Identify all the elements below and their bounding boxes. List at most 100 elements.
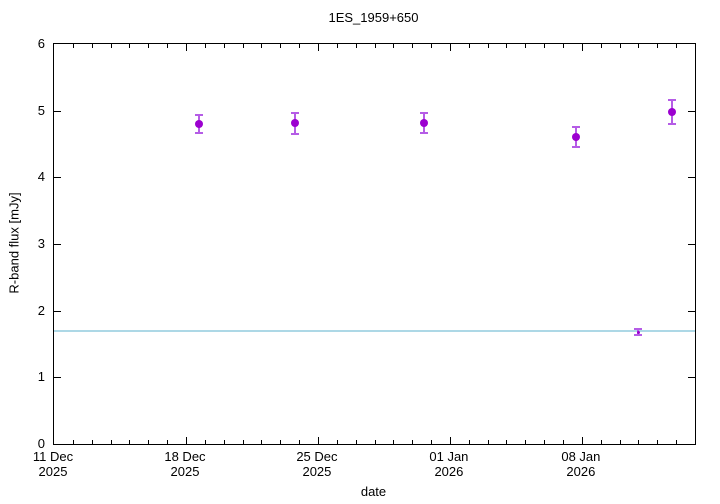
x-tick [506, 440, 508, 444]
x-tick [600, 440, 602, 444]
x-tick [129, 440, 131, 444]
x-tick [657, 44, 659, 48]
x-tick [204, 440, 206, 444]
x-tick [619, 440, 621, 444]
y-tick [54, 177, 61, 179]
error-bar-cap [419, 131, 428, 134]
x-tick [374, 44, 376, 48]
x-tick [544, 44, 546, 48]
x-tick [563, 440, 565, 444]
y-tick [54, 244, 61, 245]
x-tick [110, 44, 112, 48]
y-tick-label: 3 [37, 236, 45, 251]
x-tick [374, 440, 376, 444]
x-tick [544, 440, 546, 444]
y-tick [688, 244, 695, 245]
x-tick [317, 437, 319, 444]
x-tick-label-line1: 08 Jan [561, 449, 601, 464]
y-tick-label: 1 [37, 369, 45, 385]
x-tick-label: 18 Dec 2025 [143, 449, 227, 479]
x-tick [676, 44, 678, 48]
x-tick [581, 44, 583, 51]
x-tick [242, 440, 244, 444]
x-tick [431, 440, 433, 444]
error-bar-cap [195, 114, 204, 117]
x-tick [110, 440, 112, 444]
y-tick [54, 310, 61, 312]
data-point [419, 118, 428, 127]
reference-line [54, 329, 695, 332]
x-tick [638, 44, 640, 48]
x-tick [581, 437, 583, 444]
x-tick [72, 440, 74, 444]
x-tick [393, 44, 395, 48]
y-tick [688, 377, 695, 379]
error-bar-cap [291, 133, 300, 135]
error-bar-cap [668, 123, 677, 125]
x-tick [449, 437, 451, 444]
x-tick [91, 44, 93, 48]
y-tick [688, 310, 695, 312]
x-tick [355, 44, 357, 48]
x-tick [487, 44, 489, 48]
x-tick [280, 440, 282, 444]
x-tick [525, 440, 527, 444]
x-tick [91, 440, 93, 444]
x-tick [223, 44, 225, 48]
error-bar-cap [668, 99, 677, 101]
x-tick-label-line2: 2026 [434, 464, 464, 479]
x-tick [148, 440, 150, 444]
error-bar-cap [634, 327, 643, 330]
x-tick-label-line2: 2025 [170, 464, 200, 479]
x-tick [336, 44, 338, 48]
error-bar-cap [419, 111, 428, 114]
x-tick [506, 44, 508, 48]
data-point [195, 120, 204, 128]
x-tick-label: 25 Dec 2025 [275, 449, 359, 479]
y-tick [54, 377, 61, 379]
x-tick [299, 440, 301, 444]
y-tick [54, 110, 61, 112]
x-tick [72, 44, 74, 48]
x-tick [242, 44, 244, 48]
y-tick [688, 177, 695, 179]
x-tick [280, 44, 282, 48]
x-tick [336, 440, 338, 444]
x-tick-label-line1: 01 Jan [429, 449, 469, 464]
x-axis-label: date [360, 484, 387, 499]
x-tick-label: 01 Jan 2026 [407, 449, 491, 479]
x-tick [412, 44, 414, 48]
x-tick [148, 44, 150, 48]
x-tick [204, 44, 206, 48]
x-tick [468, 44, 470, 48]
y-tick-label: 0 [37, 436, 45, 451]
y-tick-label: 6 [37, 36, 45, 51]
x-tick [167, 440, 169, 444]
x-tick [223, 440, 225, 444]
x-tick-label-line1: 11 Dec [32, 449, 74, 464]
x-tick [185, 437, 187, 444]
x-tick [487, 440, 489, 444]
x-tick-label-line1: 25 Dec [296, 449, 338, 464]
x-tick-label-line2: 2025 [302, 464, 332, 479]
y-tick-label: 2 [37, 302, 45, 318]
x-tick-label-line1: 18 Dec [164, 449, 206, 464]
x-tick [431, 44, 433, 48]
x-tick [129, 44, 131, 48]
x-tick-label: 11 Dec 2025 [11, 449, 95, 479]
plot-area [53, 43, 696, 445]
chart-title: 1ES_1959+650 [328, 10, 419, 25]
x-tick [657, 440, 659, 444]
x-tick [619, 44, 621, 48]
data-point [668, 108, 677, 116]
data-point [636, 330, 640, 334]
x-tick [638, 440, 640, 444]
x-tick [261, 440, 263, 444]
y-tick [688, 110, 695, 112]
x-tick [676, 440, 678, 444]
x-tick-label-line2: 2025 [38, 464, 68, 479]
error-bar-cap [634, 334, 643, 337]
data-point [291, 119, 300, 128]
x-tick [393, 440, 395, 444]
